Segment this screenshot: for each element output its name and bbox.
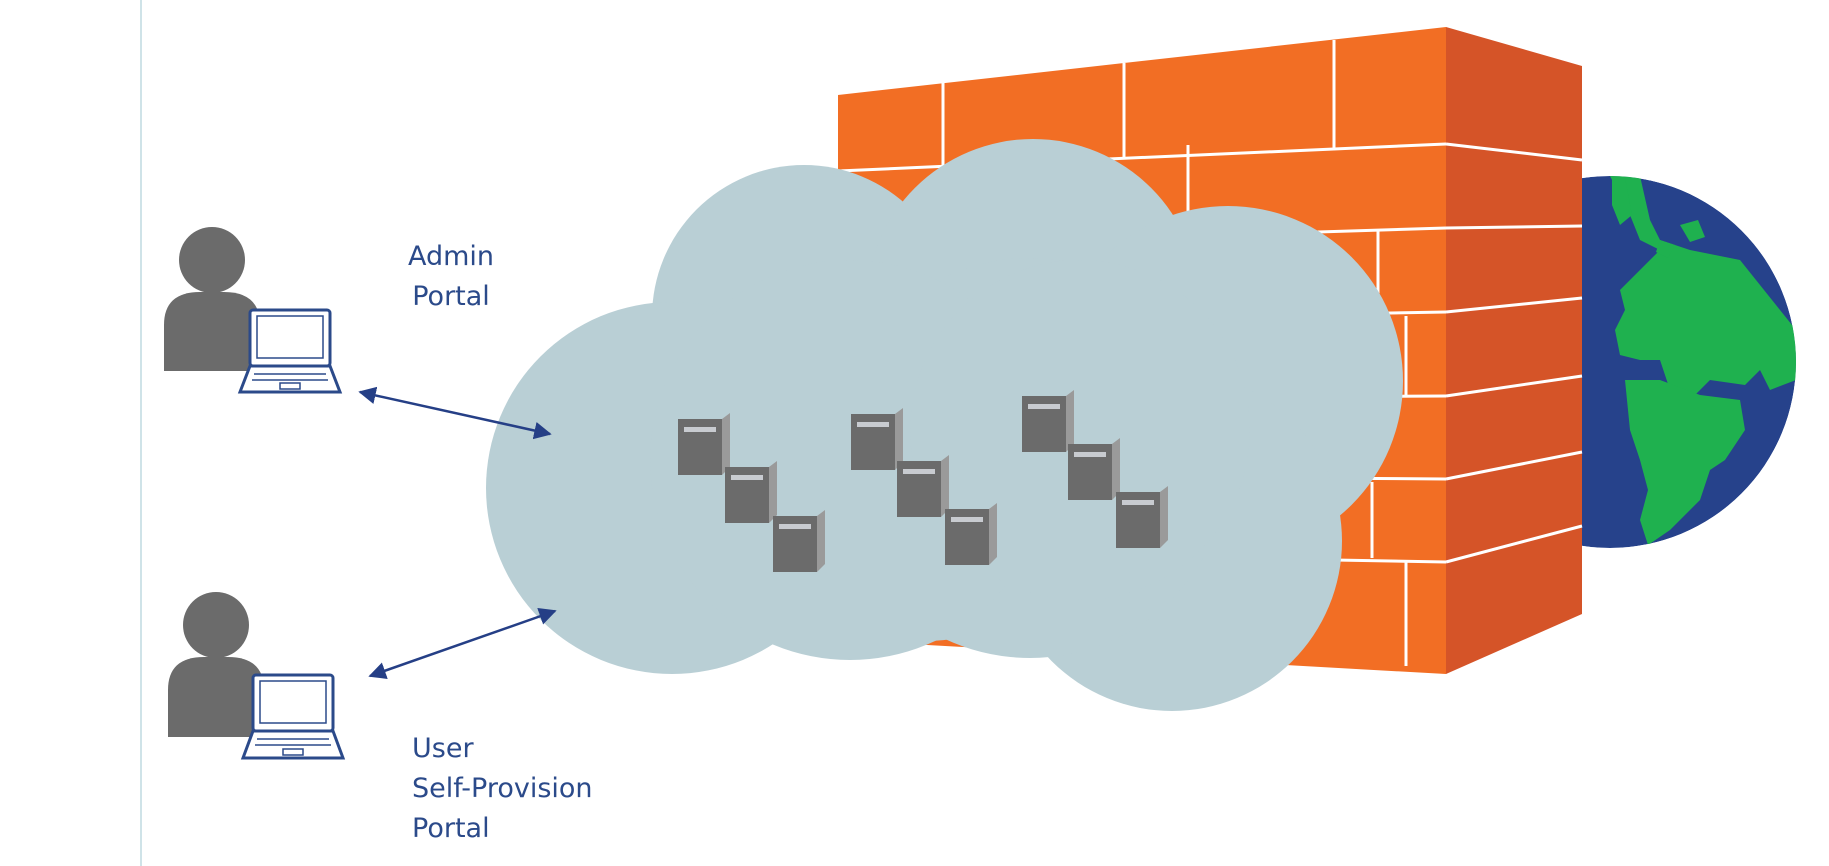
user-portal-label-line: Self-Provision xyxy=(412,773,593,804)
admin-user-icon xyxy=(164,227,260,371)
server-icon xyxy=(773,510,825,572)
server-icon xyxy=(1116,486,1168,548)
user-portal-label-line: User xyxy=(412,733,474,764)
admin-portal-label-line: Admin xyxy=(408,241,495,272)
server-cluster-2 xyxy=(851,408,997,565)
wall-side-face xyxy=(1446,27,1582,674)
admin-portal-label: Admin Portal xyxy=(408,237,494,317)
admin-portal-label-line: Portal xyxy=(412,281,490,312)
admin-portal-arrow xyxy=(358,386,552,440)
server-cluster-1 xyxy=(678,413,825,572)
cloud-shape xyxy=(486,139,1403,711)
server-icon xyxy=(851,408,903,470)
server-icon xyxy=(1068,438,1120,500)
user-portal-arrow xyxy=(368,607,557,680)
user-portal-label: User Self-Provision Portal xyxy=(412,729,593,849)
admin-laptop-icon xyxy=(237,308,343,394)
server-icon xyxy=(945,503,997,565)
server-icon xyxy=(897,455,949,517)
user-portal-label-line: Portal xyxy=(412,813,490,844)
server-icon xyxy=(678,413,730,475)
server-cluster-3 xyxy=(1022,390,1168,548)
server-icon xyxy=(725,461,777,523)
self-provision-laptop-icon xyxy=(240,673,346,760)
self-provision-user-icon xyxy=(168,592,264,737)
server-icon xyxy=(1022,390,1074,452)
